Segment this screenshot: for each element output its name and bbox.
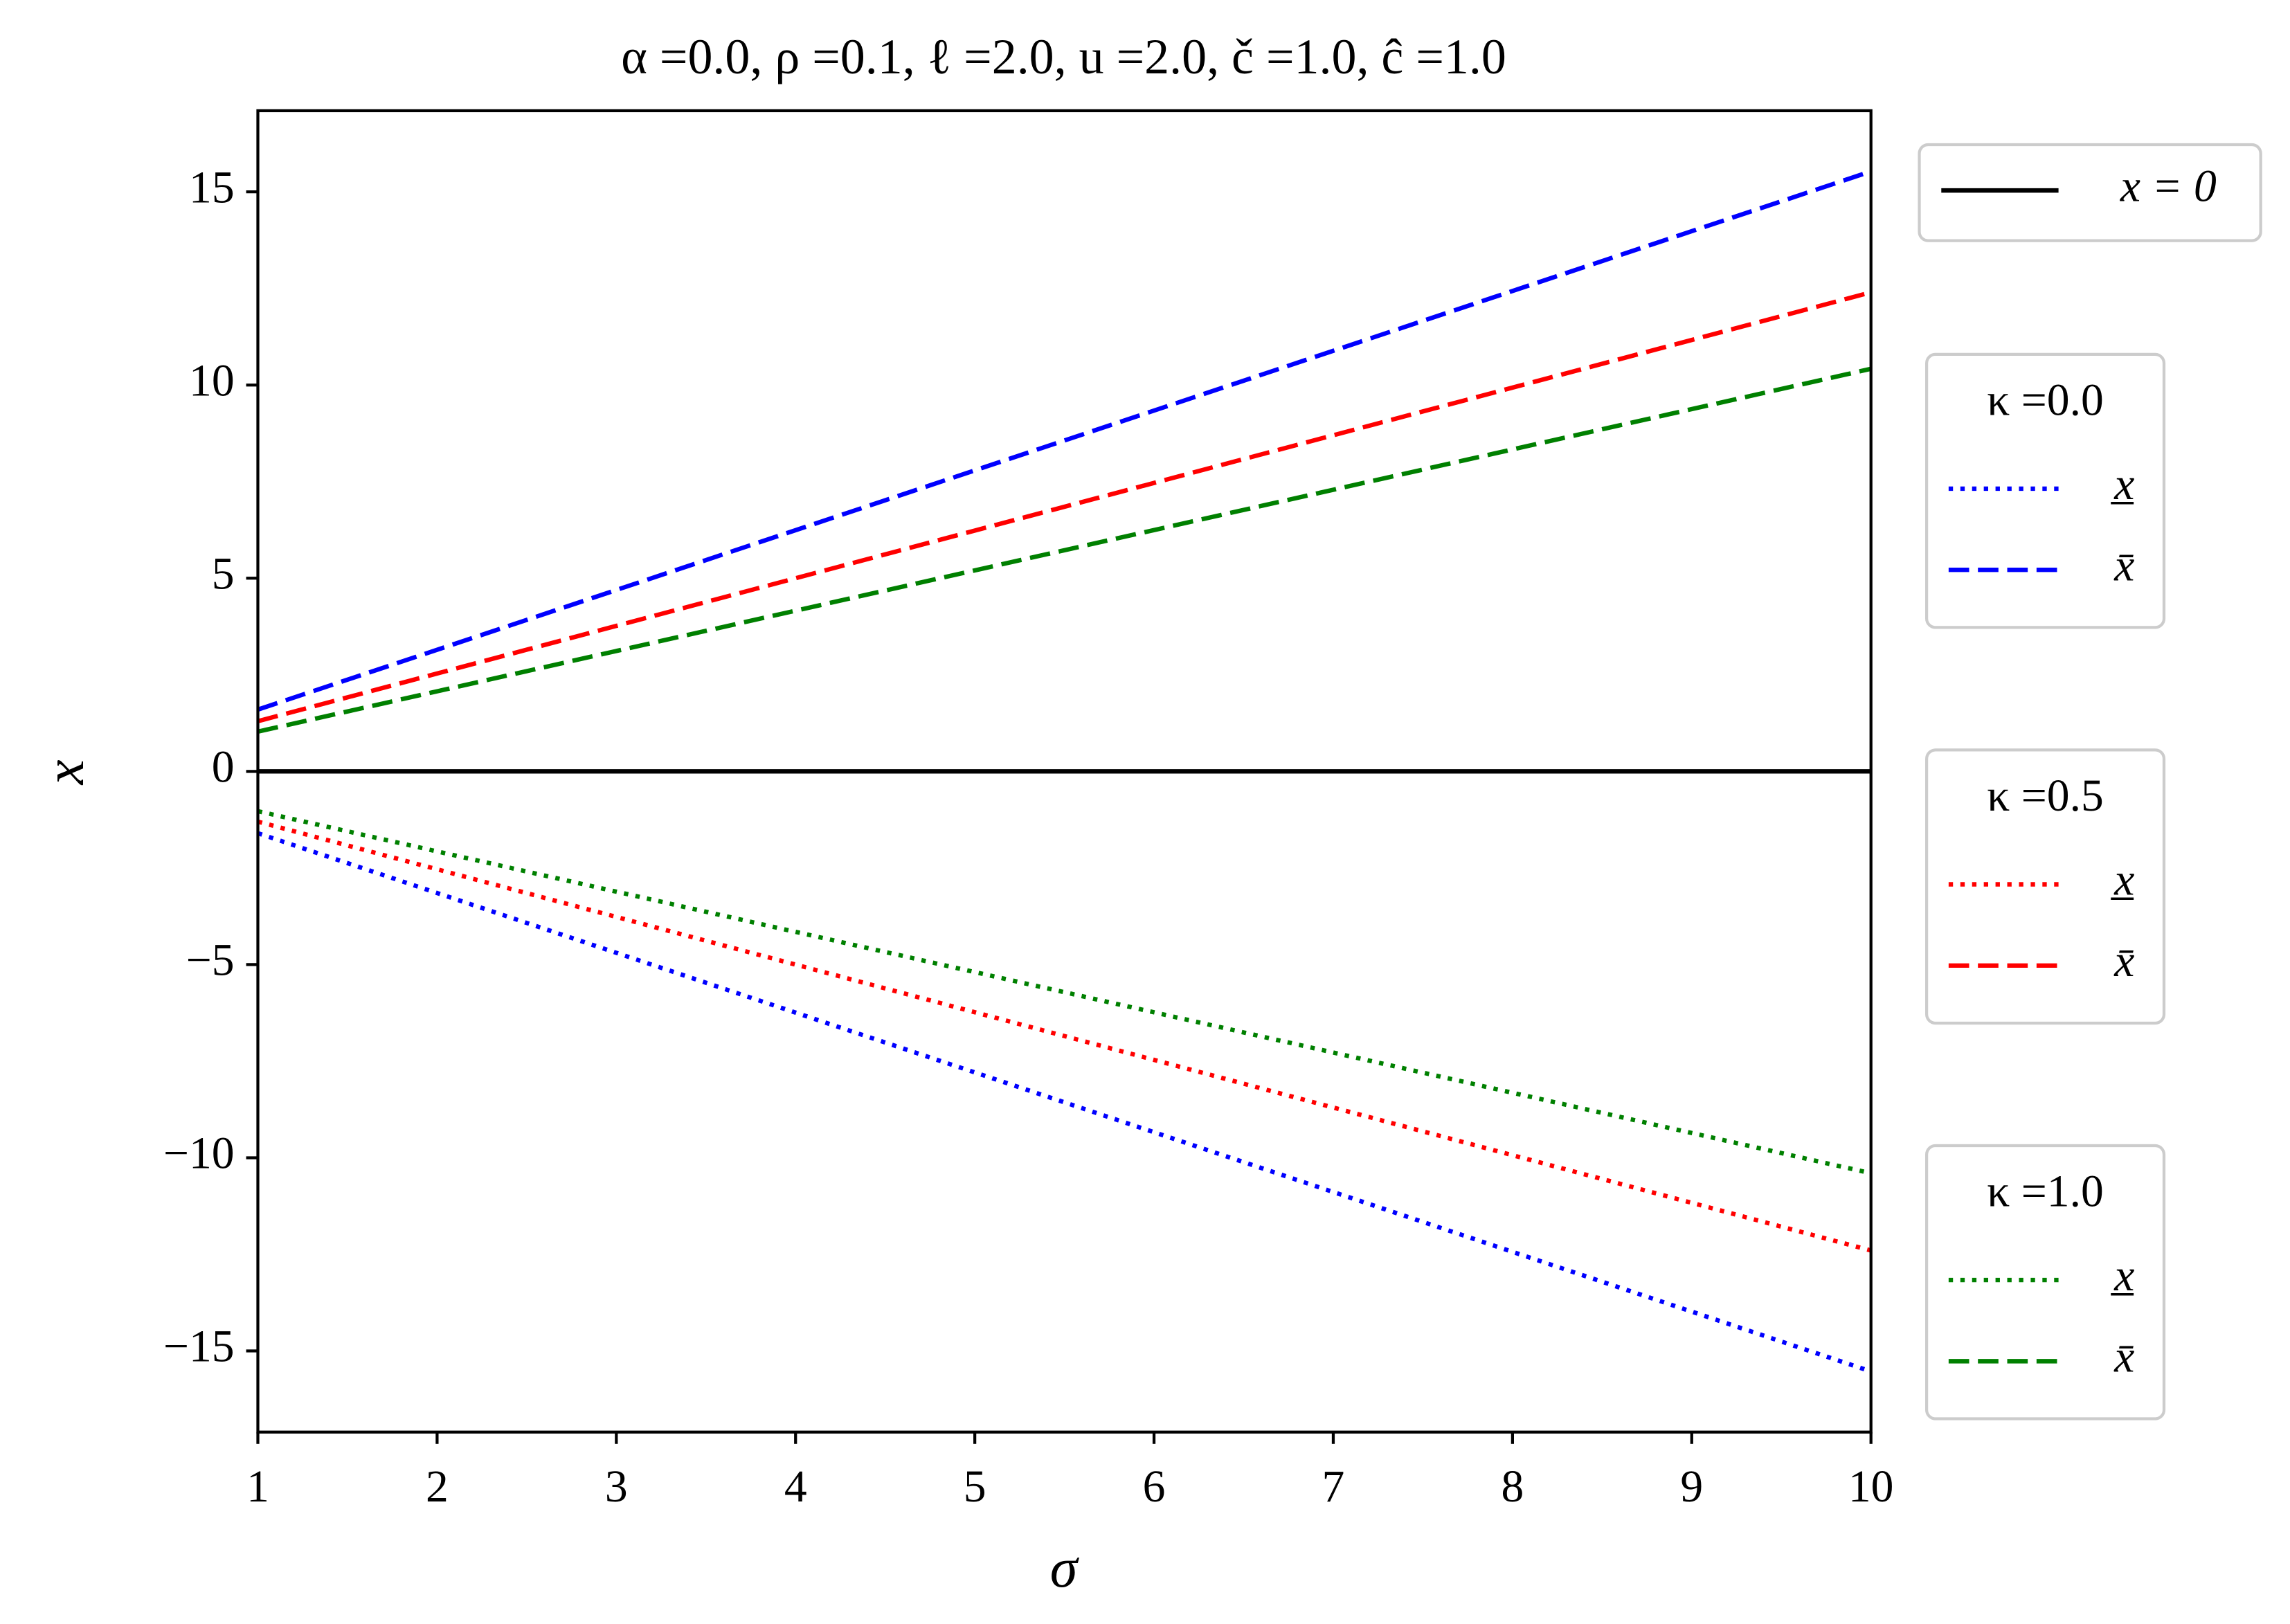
- series-line: [257, 819, 1872, 1253]
- y-tick-label: 10: [189, 355, 235, 406]
- legend-title: κ =1.0: [1987, 1166, 2103, 1216]
- legend-label: x = 0: [2120, 161, 2217, 211]
- x-tick-label: 7: [1322, 1461, 1345, 1512]
- x-tick-label: 6: [1143, 1461, 1166, 1512]
- series-line: [257, 366, 1872, 734]
- x-tick-label: 4: [784, 1461, 807, 1512]
- x-tick-label: 9: [1680, 1461, 1703, 1512]
- x-axis-label: σ: [1050, 1537, 1080, 1599]
- legend-label: x̄: [2113, 1331, 2134, 1382]
- x-tick-label: 3: [605, 1461, 628, 1512]
- y-tick-label: −10: [163, 1128, 235, 1178]
- legend-label: x̄: [2113, 936, 2134, 986]
- legend-title: κ =0.0: [1987, 375, 2103, 425]
- x-tick-label: 2: [426, 1461, 449, 1512]
- y-axis-label: x: [34, 759, 96, 785]
- series-line: [257, 290, 1872, 723]
- x-tick-label: 1: [246, 1461, 269, 1512]
- y-tick-label: −5: [186, 935, 235, 985]
- legend-label: x̲: [2111, 459, 2135, 509]
- legend-title: κ =0.5: [1987, 770, 2103, 821]
- y-tick-label: 5: [212, 548, 235, 599]
- legend-label: x̄: [2113, 540, 2134, 590]
- y-tick-label: 15: [189, 162, 235, 213]
- x-tick-label: 8: [1501, 1461, 1524, 1512]
- legend-label: x̲: [2111, 854, 2135, 905]
- legend-box: [1918, 143, 2262, 242]
- y-tick-label: −15: [163, 1321, 235, 1371]
- series-line: [257, 831, 1872, 1374]
- x-tick-label: 5: [964, 1461, 986, 1512]
- legend-label: x̲: [2111, 1250, 2135, 1301]
- plot-frame: [256, 109, 1873, 1434]
- x-tick-label: 10: [1848, 1461, 1894, 1512]
- y-tick-label: 0: [212, 741, 235, 792]
- series-line: [257, 169, 1872, 712]
- chart-title: α =0.0, ρ =0.1, ℓ =2.0, u =2.0, č =1.0, …: [621, 29, 1506, 84]
